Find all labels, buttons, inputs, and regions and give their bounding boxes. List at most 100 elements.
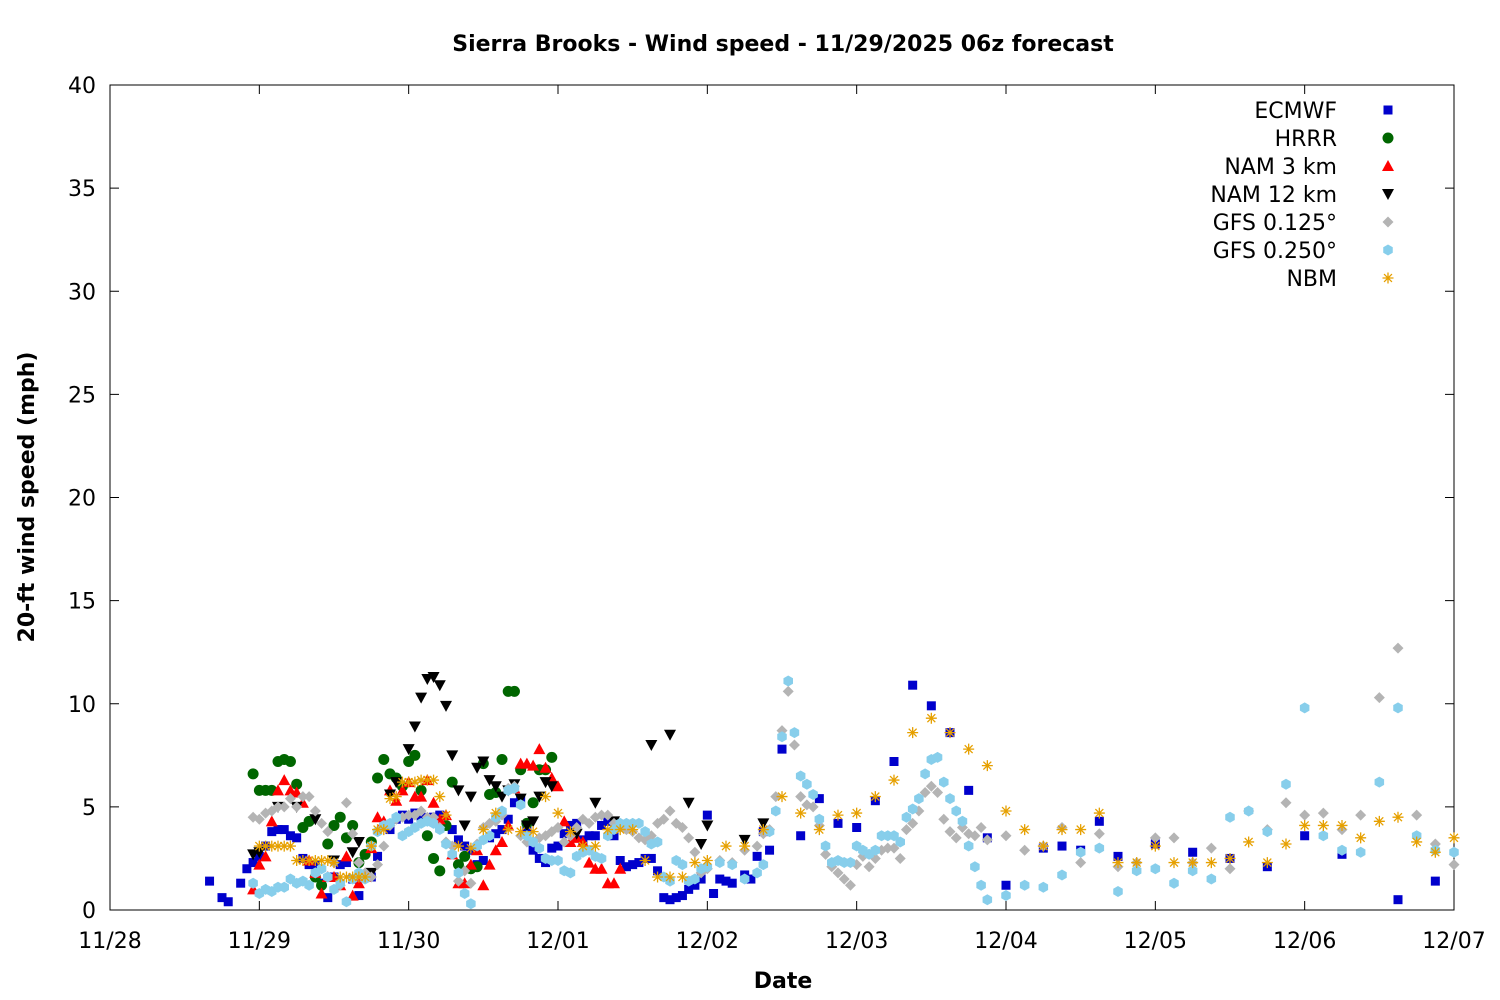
nam-12-km-point: [682, 797, 695, 809]
nbm-point: [490, 807, 502, 819]
ecmwf-point: [628, 860, 638, 870]
nam-12-km-point: [415, 692, 428, 704]
gfs-0-125--point: [552, 822, 564, 833]
hrrr-point: [372, 772, 384, 784]
gfs-0-250--point: [982, 894, 993, 906]
gfs-0-250--point: [1187, 865, 1198, 877]
gfs-0-250--point: [895, 836, 905, 848]
nbm-point: [272, 840, 284, 852]
nbm-point: [577, 840, 589, 852]
ecmwf-point: [503, 814, 513, 824]
ecmwf-point: [684, 884, 694, 894]
nbm-point: [1429, 846, 1441, 858]
gfs-0-125--point: [820, 848, 832, 860]
nbm-point: [334, 871, 346, 883]
nbm-point: [465, 842, 477, 854]
hrrr-point: [415, 784, 427, 796]
gfs-0-125--point: [925, 780, 937, 792]
ecmwf-point: [659, 893, 669, 903]
nbm-point: [1056, 824, 1068, 836]
gfs-0-125--point: [658, 813, 670, 825]
gfs-0-125--point: [1224, 863, 1236, 875]
nbm-point: [851, 807, 863, 819]
gfs-0-125--point: [316, 817, 328, 829]
nam-3-km-point: [608, 877, 620, 889]
gfs-0-250--point: [677, 859, 688, 871]
gfs-0-250--point: [945, 793, 955, 805]
gfs-0-125--point: [1000, 830, 1012, 842]
nbm-point: [963, 743, 975, 755]
gfs-0-250--point: [758, 859, 769, 871]
gfs-0-125--point: [1149, 832, 1161, 844]
gfs-0-250--point: [316, 863, 327, 875]
legend-label-gfs-0-125-: GFS 0.125°: [1213, 211, 1337, 236]
hrrr-point: [328, 819, 340, 831]
y-axis-ticks: 0 5 10 15 20 25 30 35 40: [68, 74, 1454, 924]
nbm-point: [359, 871, 371, 883]
gfs-0-250--point: [652, 836, 663, 848]
gfs-0-125--point: [969, 830, 981, 842]
gfs-0-125--point: [347, 828, 359, 840]
gfs-0-250--point: [1057, 869, 1067, 881]
nam-12-km-point: [452, 785, 465, 797]
nbm-point: [1168, 857, 1180, 869]
gfs-0-125--point: [1317, 807, 1329, 819]
gfs-0-250--point: [453, 867, 464, 879]
nam-12-km-point: [520, 820, 533, 832]
ecmwf-point: [534, 853, 544, 863]
gfs-0-125--point: [602, 809, 614, 821]
legend-label-nam-12-km: NAM 12 km: [1210, 183, 1337, 208]
nbm-point: [309, 855, 321, 866]
nam-12-km-point: [645, 740, 658, 751]
y-tick-label: 30: [68, 280, 96, 305]
gfs-0-250--point: [640, 826, 650, 838]
nbm-point: [639, 855, 651, 866]
ecmwf-point: [1300, 831, 1310, 841]
gfs-0-250--point: [1113, 885, 1123, 897]
nbm-point: [1149, 840, 1161, 852]
gfs-0-125--point: [1280, 797, 1292, 809]
nam-3-km-point: [259, 850, 272, 862]
gfs-0-250--point: [939, 776, 949, 788]
ecmwf-point: [908, 680, 918, 690]
nam-12-km-point: [433, 680, 446, 692]
gfs-0-125--point: [975, 822, 987, 833]
ecmwf-point: [335, 860, 345, 870]
nbm-point: [540, 791, 552, 803]
gfs-0-125--point: [1075, 857, 1087, 869]
y-axis-label: 20-ft wind speed (mph): [15, 352, 40, 643]
gfs-0-125--point: [303, 791, 315, 803]
nam-3-km-point: [533, 743, 546, 755]
gfs-0-125--point: [272, 801, 284, 813]
gfs-0-125--point: [452, 875, 464, 887]
gfs-0-125--point: [353, 857, 365, 869]
ecmwf-point: [1188, 847, 1198, 857]
legend: ECMWF HRRR NAM 3 km NAM 12 km GFS 0.125° GFS …: [1210, 99, 1394, 292]
legend-label-ecmwf: ECMWF: [1254, 99, 1337, 124]
hrrr-point: [452, 859, 464, 871]
hrrr-point: [284, 756, 296, 767]
nbm-point: [1355, 832, 1367, 844]
ecmwf-point: [460, 841, 470, 851]
gfs-0-250--point: [341, 896, 352, 908]
nbm-point: [981, 760, 993, 772]
gfs-0-250--point: [802, 778, 812, 790]
hrrr-point: [316, 879, 328, 891]
gfs-0-125--point: [932, 786, 944, 798]
nam-3-km-point: [595, 862, 608, 874]
nam-3-km-point: [464, 858, 477, 870]
ecmwf-point: [926, 701, 936, 711]
nbm-point: [1448, 832, 1460, 844]
nam-3-km-point: [272, 784, 284, 796]
nam-3-km-point: [415, 790, 428, 802]
gfs-0-250--point: [789, 727, 800, 739]
nbm-point: [589, 840, 601, 852]
nbm-point: [372, 824, 384, 836]
nbm-point: [260, 840, 272, 852]
legend-marker-gfs-0-250-: [1383, 244, 1393, 256]
nbm-point: [1243, 836, 1255, 848]
gfs-0-250--point: [777, 731, 787, 743]
gfs-0-250--point: [1206, 873, 1217, 885]
nbm-point: [1392, 811, 1404, 823]
nam-12-km-point: [427, 671, 440, 683]
